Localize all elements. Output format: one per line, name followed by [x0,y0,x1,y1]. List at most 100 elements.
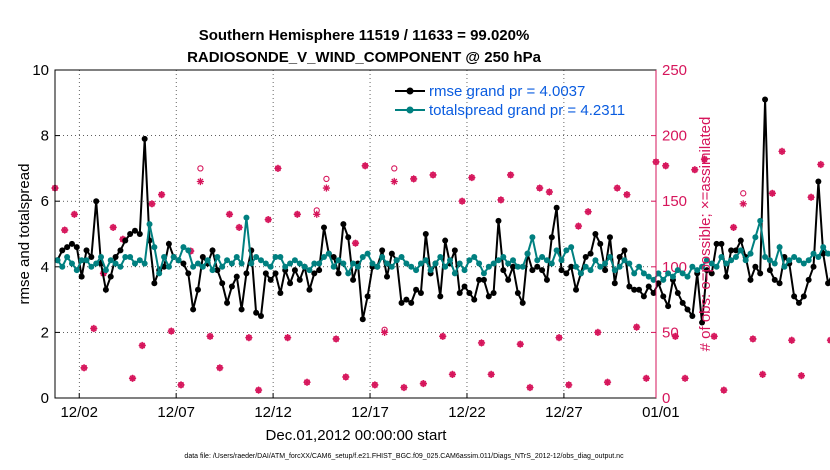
obs-possible-marker [197,165,204,172]
rmse-point [73,244,80,251]
spread-point [238,260,245,267]
obs-assimilated-marker [700,155,709,163]
spread-point [68,260,75,267]
rmse-point [417,290,424,297]
spread-point [461,267,468,274]
rmse-point [413,286,420,293]
rmse-point [679,299,686,306]
spread-point [282,263,289,270]
rmse-point [296,276,303,283]
obs-assimilated-marker [506,171,515,179]
rmse-point [359,316,366,323]
spread-point [539,253,546,260]
spread-point [447,257,454,264]
y-axis-label: rmse and totalspread [16,164,33,305]
rmse-point [131,227,138,234]
obs-assimilated-marker [313,210,321,218]
spread-point [592,257,599,264]
spread-point [224,257,231,264]
spread-point [781,263,788,270]
rmse-point [505,276,512,283]
obs-assimilated-marker [555,334,563,342]
obs-assimilated-marker [70,210,78,218]
spread-point [350,260,357,267]
spread-point [534,257,541,264]
spread-point [747,250,754,257]
spread-point [519,263,526,270]
rmse-point [800,293,807,300]
spread-point [776,244,783,251]
obs-assimilated-marker [380,328,389,336]
rmse-point [640,293,647,300]
spread-point [64,253,71,260]
spread-point [820,244,827,251]
obs-assimilated-marker [274,164,282,172]
rmse-point [306,286,313,293]
spread-point [204,257,211,264]
spread-point [757,217,764,224]
rmse-point [287,280,294,287]
spread-point [325,250,332,257]
spread-point [490,260,497,267]
rmse-point [592,231,599,237]
spread-point [417,260,424,267]
spread-point [437,253,444,260]
y2-tick-label: 150 [662,193,687,210]
obs-assimilated-marker [429,171,437,179]
data-file-footer: data file: /Users/raeder/DAI/ATM_forcXX/… [184,453,624,460]
spread-point [88,263,95,270]
obs-assimilated-marker [167,327,175,335]
rmse-point [291,267,298,274]
obs-assimilated-marker [158,191,166,199]
x-tick-label: 12/12 [254,404,292,421]
rmse-point [815,178,822,185]
spread-point [131,260,138,267]
rmse-point [771,276,778,283]
rmse-point [568,263,575,270]
spread-point [175,257,182,264]
obs-assimilated-marker [458,197,466,205]
spread-point [267,263,274,270]
spread-point [558,257,565,264]
spread-point [510,257,517,264]
rmse-point [335,270,342,277]
spread-point [83,257,90,264]
spread-point [640,270,647,277]
rmse-point [553,204,560,211]
obs-assimilated-marker [778,147,786,155]
rmse-point [388,250,395,257]
spread-point [257,257,264,264]
spread-point [495,257,502,264]
legend: rmse grand pr = 4.0037 totalspread grand… [395,83,625,119]
obs-assimilated-marker [235,223,243,232]
spread-point [606,253,613,260]
spread-point [621,257,628,264]
y2-tick-label: 250 [662,62,687,79]
spread-point [403,260,410,267]
rmse-point [674,290,681,297]
obs-assimilated-marker [574,222,583,230]
spread-point [73,267,80,274]
rmse-point [214,267,221,274]
obs-count-markers [51,147,830,394]
rmse-point [88,253,95,260]
obs-possible-marker [391,165,398,172]
rmse-point [398,299,405,306]
spread-point [543,257,550,264]
spread-point [597,263,604,270]
rmse-point [747,276,754,283]
rmse-point [548,234,555,241]
spread-point [277,253,284,260]
obs-assimilated-marker [642,374,650,382]
spread-point [379,253,386,260]
spread-point [194,260,201,267]
spread-point [311,260,318,267]
obs-assimilated-marker [342,373,350,381]
spread-point [476,260,483,267]
rmse-point [190,306,197,313]
rmse-point [185,270,192,277]
rmse-point [364,293,371,300]
obs-assimilated-marker [322,184,331,192]
rmse-point [320,224,327,231]
obs-assimilated-marker [448,370,457,378]
